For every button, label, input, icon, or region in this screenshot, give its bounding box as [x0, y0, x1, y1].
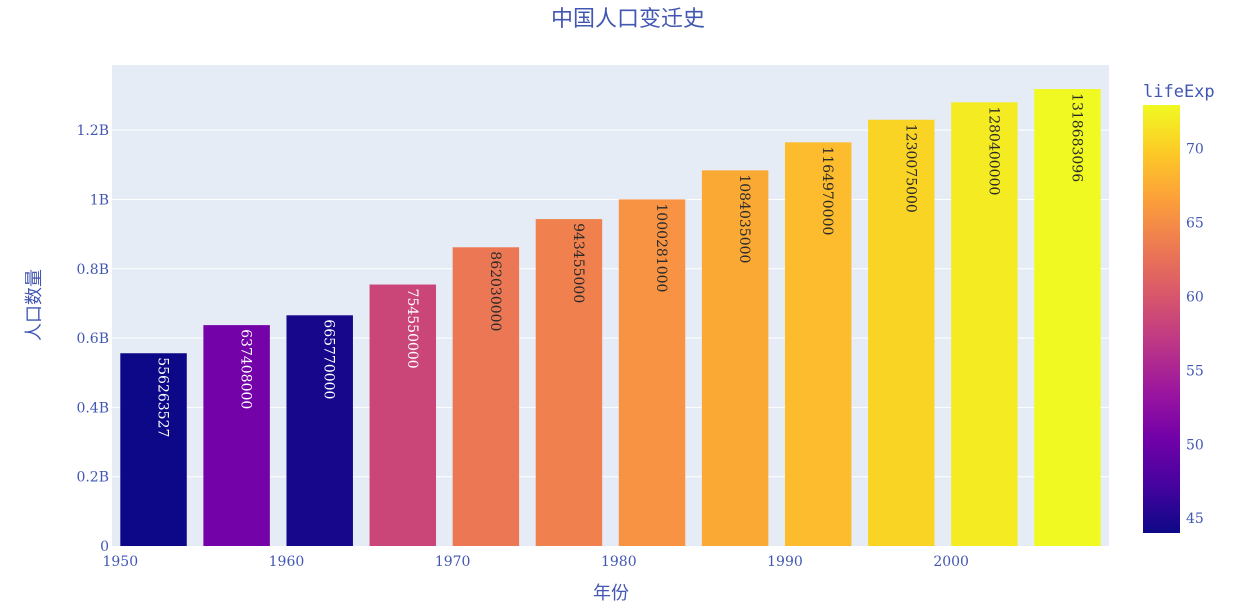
y-tick-label: 1.2B	[76, 123, 109, 139]
x-tick-label: 1960	[269, 554, 305, 570]
y-tick-label: 0.4B	[76, 400, 109, 416]
colorbar: lifeExp 45 50 55 60 65 70	[1143, 82, 1215, 533]
bar-value-label: 1084035000	[736, 174, 752, 263]
bar	[1034, 89, 1101, 547]
colorbar-tick-label: 45	[1186, 511, 1204, 527]
y-axis-ticks: 0 0.2B 0.4B 0.6B 0.8B 1B 1.2B	[76, 123, 109, 555]
colorbar-title: lifeExp	[1143, 82, 1215, 102]
bar	[369, 284, 437, 546]
chart-title: 中国人口变迁史	[551, 7, 705, 32]
y-tick-label: 0.2B	[76, 470, 109, 486]
x-tick-label: 1970	[435, 554, 471, 570]
bar-value-label: 1318683096	[1068, 93, 1084, 182]
colorbar-ticks: 45 50 55 60 65 70	[1186, 142, 1204, 527]
x-tick-label: 1990	[767, 554, 803, 570]
y-tick-label: 0.8B	[76, 262, 109, 278]
x-axis-ticks: 1950 1960 1970 1980 1990 2000	[102, 554, 968, 570]
y-tick-label: 1B	[90, 192, 109, 208]
colorbar-tick-label: 50	[1186, 437, 1204, 453]
x-tick-label: 1980	[601, 554, 637, 570]
bar-value-label: 943455000	[570, 223, 586, 303]
bar	[452, 247, 520, 546]
bar	[784, 142, 852, 547]
bar-value-label: 1280400000	[985, 106, 1001, 195]
bar	[951, 102, 1018, 546]
x-tick-label: 2000	[933, 554, 969, 570]
bar-value-label: 637408000	[238, 329, 254, 409]
bar-value-label: 862030000	[487, 251, 503, 331]
bar-value-label: 1000281000	[653, 203, 669, 292]
y-axis-title: 人口数量	[24, 269, 45, 341]
x-tick-label: 1950	[102, 554, 138, 570]
bar-value-label: 1164970000	[819, 146, 835, 235]
plot-area	[112, 65, 1109, 546]
bar-value-label: 1230075000	[902, 124, 918, 213]
y-tick-label: 0.6B	[76, 331, 109, 347]
bar	[618, 199, 686, 546]
bar	[868, 119, 935, 547]
bars: 556263527 637408000 665770000 754550000 8620…	[120, 89, 1101, 547]
colorbar-gradient	[1143, 105, 1180, 533]
y-tick-label: 0	[100, 539, 109, 555]
bar	[286, 315, 353, 546]
x-axis-title: 年份	[593, 583, 629, 604]
bar	[535, 219, 603, 546]
colorbar-tick-label: 55	[1186, 363, 1204, 379]
colorbar-tick-label: 65	[1186, 216, 1204, 232]
colorbar-tick-label: 60	[1186, 290, 1204, 306]
bar-value-label: 665770000	[321, 319, 337, 399]
colorbar-tick-label: 70	[1186, 142, 1204, 158]
gridlines	[112, 129, 1109, 478]
bar	[120, 353, 187, 546]
bar	[701, 170, 769, 547]
bar-value-label: 556263527	[155, 357, 171, 437]
bar	[203, 325, 270, 546]
bar-value-label: 754550000	[404, 289, 420, 369]
